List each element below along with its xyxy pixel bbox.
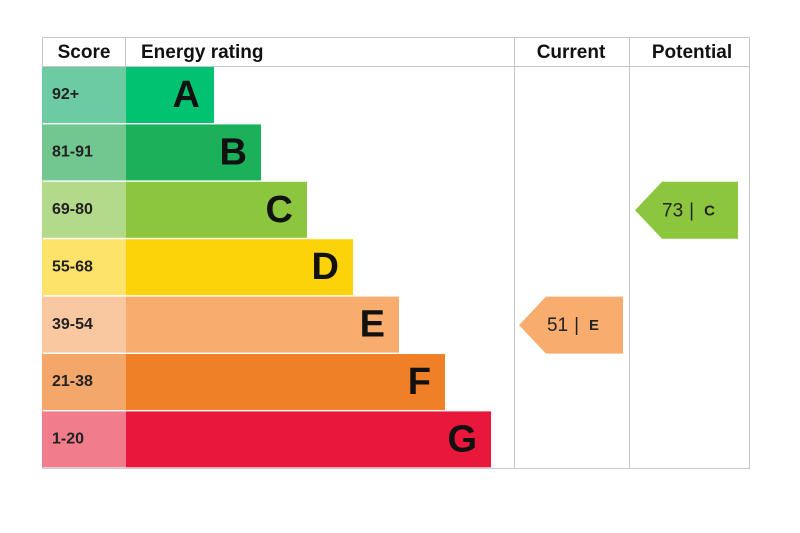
rating-bar — [126, 124, 261, 181]
header-rating: Energy rating — [141, 42, 263, 63]
score-range: 39-54 — [52, 316, 93, 333]
score-range: 81-91 — [52, 144, 93, 161]
rating-letter: D — [312, 246, 339, 288]
rating-letter: A — [173, 74, 200, 116]
potential-letter: C — [704, 202, 715, 219]
rating-letter: G — [447, 418, 477, 460]
current-arrow — [519, 296, 623, 354]
current-letter: E — [589, 317, 599, 334]
current-label: 51 | E — [547, 315, 599, 336]
current-value: 51 — [547, 315, 568, 336]
rating-bar — [126, 67, 214, 123]
score-cell — [42, 181, 126, 238]
potential-label: 73 | C — [662, 200, 715, 221]
potential-value: 73 — [662, 200, 683, 221]
score-cell — [42, 124, 126, 181]
header-potential: Potential — [652, 42, 732, 63]
rating-letter: B — [220, 131, 247, 173]
header-score: Score — [58, 42, 111, 63]
score-range: 21-38 — [52, 373, 93, 390]
score-range: 69-80 — [52, 201, 93, 218]
score-cell — [42, 239, 126, 296]
rating-bar — [126, 181, 307, 238]
current-separator: | — [574, 315, 579, 336]
rating-bar — [126, 411, 491, 468]
rating-bar — [126, 239, 353, 296]
potential-arrow — [635, 181, 738, 239]
score-range: 92+ — [52, 86, 79, 103]
score-range: 1-20 — [52, 431, 84, 448]
rating-letter: E — [360, 304, 385, 346]
potential-separator: | — [689, 200, 694, 221]
rating-letter: C — [266, 189, 293, 231]
rating-bar — [126, 354, 445, 410]
rating-letter: F — [408, 361, 431, 403]
score-cell — [42, 67, 126, 123]
score-cell — [42, 296, 126, 353]
score-range: 55-68 — [52, 258, 93, 275]
score-cell — [42, 411, 126, 468]
header-current: Current — [537, 42, 606, 63]
rating-bar — [126, 296, 399, 353]
score-cell — [42, 354, 126, 410]
